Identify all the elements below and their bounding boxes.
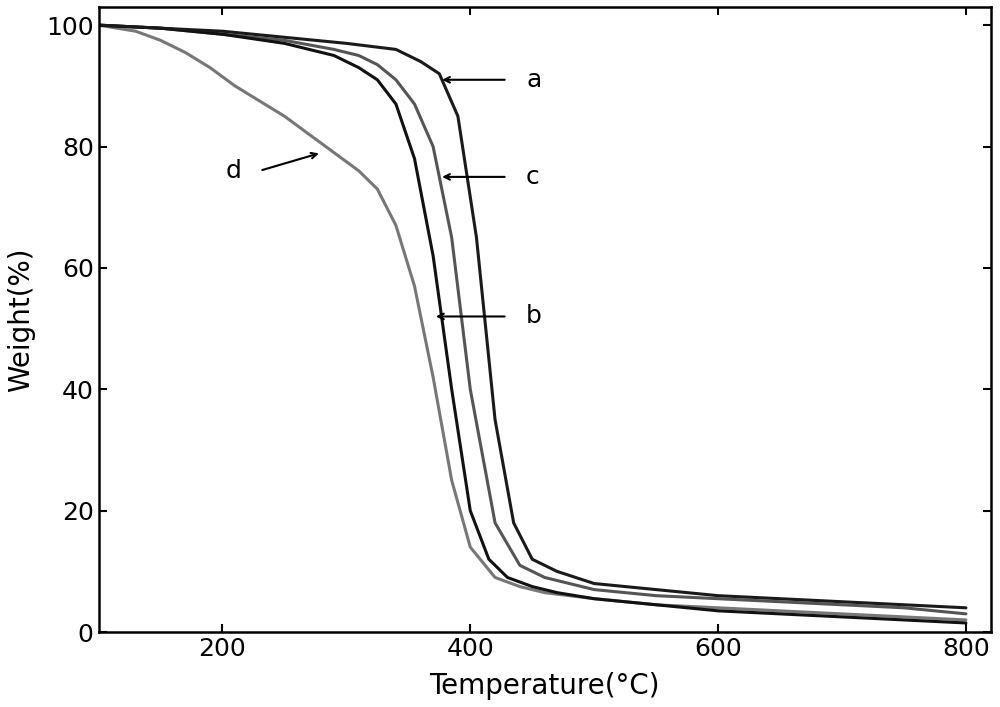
Text: d: d [225, 159, 241, 183]
Text: b: b [526, 305, 542, 329]
X-axis label: Temperature(°C): Temperature(°C) [429, 672, 660, 700]
Y-axis label: Weight(%): Weight(%) [7, 247, 35, 392]
Text: c: c [526, 165, 540, 189]
Text: a: a [526, 68, 541, 92]
